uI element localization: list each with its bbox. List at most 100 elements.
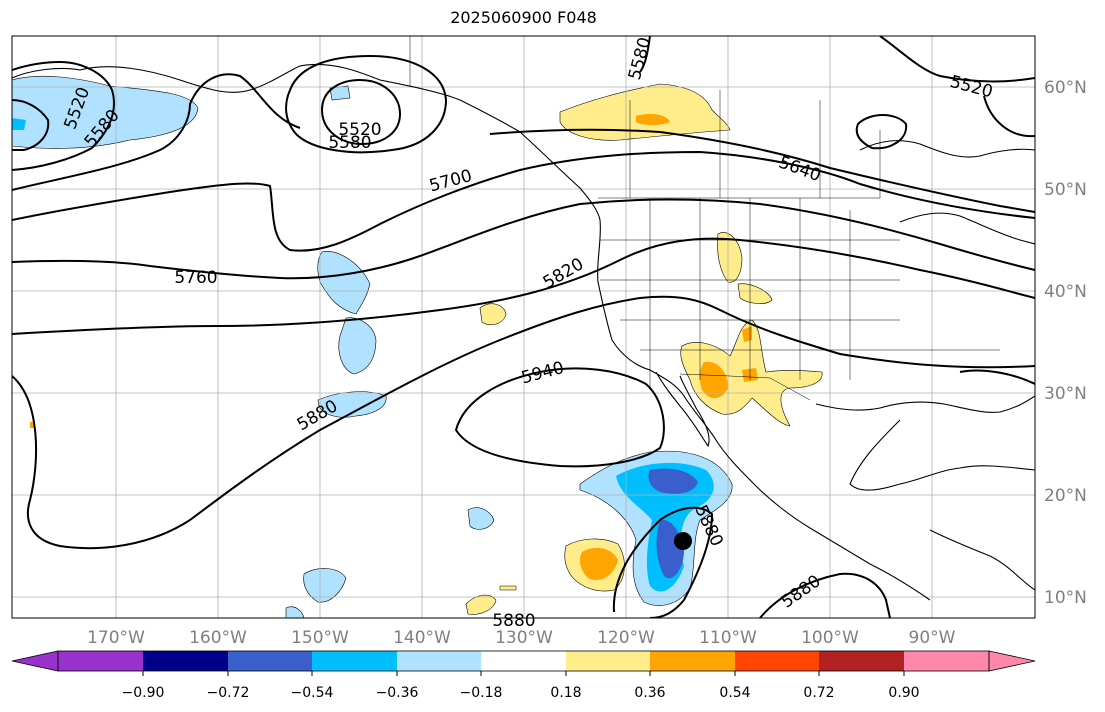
anomaly-patch-subtropic-3: [317, 391, 387, 418]
contour-5820: [12, 237, 1035, 335]
border-states-2: [600, 239, 1000, 351]
contour-5520-low: [320, 78, 402, 146]
colorbar-tick-label: −0.18: [460, 685, 503, 701]
map-title: 2025060900 F048: [450, 8, 597, 27]
contour-5880-south: [959, 369, 1035, 385]
anomaly-patch-subtropic-2: [338, 317, 377, 375]
longitude-axis-labels: 170°W 160°W 150°W 140°W 130°W 120°W 110°…: [87, 628, 956, 648]
contour-5520-east: [879, 36, 1035, 83]
lat-tick-label: 20°N: [1044, 486, 1087, 506]
contour-5880-east: [759, 572, 891, 618]
colorbar-bin: [735, 651, 819, 671]
lon-tick-label: 100°W: [801, 628, 859, 648]
contour-label: 5820: [540, 254, 587, 293]
contour-5880-tropical: [612, 506, 714, 618]
colorbar-tick-label: 0.36: [634, 685, 665, 701]
coast-hudson: [859, 140, 1035, 158]
lon-tick-label: 140°W: [393, 628, 451, 648]
contour-5880-main: [12, 295, 1035, 550]
colorbar-bin: [904, 651, 989, 671]
anomaly-patch-subtropic-1: [317, 251, 371, 315]
colorbar-tick-label: −0.54: [291, 685, 334, 701]
anomaly-patch-small-3: [285, 606, 305, 618]
coast-gulf: [815, 395, 1035, 413]
anomaly-patch-west-us-1: [717, 232, 743, 283]
colorbar-extend-high: [988, 650, 1036, 672]
border-canada-prov: [629, 90, 881, 198]
colorbar-bin: [228, 651, 312, 671]
contour-label-group: 5520 5580 5520 5580 5580 5520 5640 5700 …: [61, 35, 995, 631]
contour-5520-east-2: [983, 95, 1035, 138]
colorbar-bin: [58, 651, 143, 671]
contour-label: 5580: [328, 133, 371, 153]
contour-low-east: [855, 114, 908, 150]
colorbar-ticks: [142, 671, 905, 676]
anomaly-patch-canada-core: [636, 114, 670, 125]
anomaly-patch-canada: [559, 83, 731, 141]
contour-label: 5640: [776, 153, 823, 187]
colorbar-bin: [143, 651, 228, 671]
colorbar-tick-label: 0.18: [550, 685, 581, 701]
lat-lon-gridlines: [12, 36, 1035, 618]
coast-central-am: [929, 529, 1035, 591]
colorbar-tick-label: −0.36: [376, 685, 419, 701]
contour-label: 5880: [778, 571, 825, 612]
contour-5700: [12, 150, 1035, 252]
contour-label: 5760: [174, 268, 217, 288]
coast-baja: [655, 371, 710, 448]
contour-label: 5520: [338, 120, 381, 140]
contour-5760: [12, 198, 1035, 280]
negative-anomaly-shading: [12, 75, 733, 618]
coast-alaska: [12, 63, 601, 221]
colorbar-bin: [481, 651, 566, 671]
colorbar-bin: [566, 651, 650, 671]
lat-tick-label: 50°N: [1044, 180, 1087, 200]
colorbar-bin: [397, 651, 481, 671]
lon-tick-label: 110°W: [699, 628, 757, 648]
contour-label: 5880: [492, 611, 535, 631]
colorbar-frame: [57, 650, 990, 672]
lon-tick-label: 90°W: [909, 628, 956, 648]
lon-tick-label: 130°W: [495, 628, 553, 648]
lon-tick-label: 170°W: [87, 628, 145, 648]
colorbar-tick-label: 0.90: [888, 685, 919, 701]
tropical-cyclone-marker: [674, 532, 692, 550]
anomaly-patch-tropical-core: [580, 547, 618, 580]
lon-tick-label: 120°W: [597, 628, 655, 648]
anomaly-patch-small-6: [30, 422, 34, 428]
anomaly-patch-sw-us-core1: [699, 361, 728, 399]
lon-tick-label: 150°W: [291, 628, 349, 648]
border-states-1: [649, 198, 851, 390]
anomaly-patch-small-5: [499, 585, 517, 591]
colorbar-extend-low: [11, 650, 59, 672]
map-area: [12, 36, 1035, 618]
coast-yucatan: [849, 419, 1035, 491]
colorbar-bin: [650, 651, 735, 671]
colorbar-bin: [312, 651, 397, 671]
contour-5580-north: [639, 36, 651, 73]
contour-label: 5580: [625, 35, 656, 82]
anomaly-patch-aleutian: [12, 75, 199, 149]
anomaly-patch-baja: [479, 303, 507, 326]
colorbar-tick-label: −0.72: [207, 685, 250, 701]
lat-tick-label: 10°N: [1044, 588, 1087, 608]
contour-label: 5520: [948, 72, 995, 103]
contour-west-5580-long: [12, 73, 301, 191]
anomaly-patch-west-us-2: [737, 283, 773, 304]
contour-label: 5940: [519, 358, 566, 389]
lat-tick-label: 40°N: [1044, 282, 1087, 302]
colorbar-tick-label: −0.90: [122, 685, 165, 701]
anomaly-patch-small-1: [467, 507, 495, 530]
lat-tick-label: 60°N: [1044, 78, 1087, 98]
colorbar-tick-label: 0.72: [803, 685, 834, 701]
lat-tick-label: 30°N: [1044, 384, 1087, 404]
map-frame: [11, 35, 1036, 619]
lon-tick-label: 160°W: [189, 628, 247, 648]
anomaly-patch-small-2: [303, 568, 347, 603]
contour-5520-aleutian: [12, 99, 50, 151]
contour-5580-low: [285, 54, 448, 154]
colorbar-bin: [819, 651, 904, 671]
colorbar-tick-label: 0.54: [719, 685, 750, 701]
contour-5940: [454, 367, 665, 468]
